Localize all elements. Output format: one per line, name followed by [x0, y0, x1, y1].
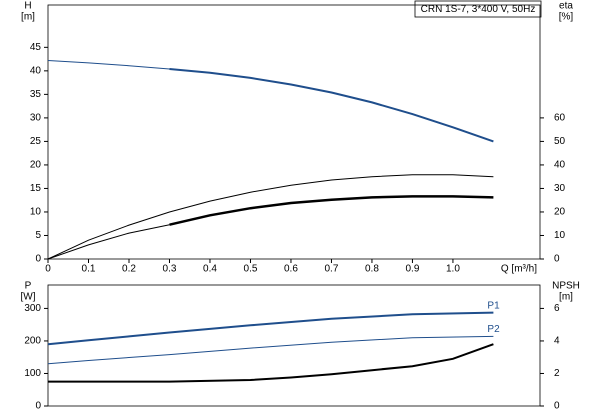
curve [48, 343, 494, 383]
series-label: P2 [487, 324, 500, 335]
curve [47, 311, 494, 346]
y2-axis-unit: [m] [559, 292, 573, 303]
x-tick-label: 0.9 [405, 264, 419, 275]
y-tick-label: 5 [35, 230, 41, 241]
y2-tick-label: 4 [554, 336, 560, 347]
y2-tick-label: 20 [554, 207, 566, 218]
x-tick-label: 0.8 [365, 264, 379, 275]
y2-tick-label: 6 [554, 303, 560, 314]
y2-tick-label: 60 [554, 113, 566, 124]
y-tick-label: 35 [30, 89, 42, 100]
x-tick-label: 0.1 [82, 264, 96, 275]
curve [47, 224, 170, 260]
x-tick-label: 0 [45, 264, 51, 275]
y-tick-label: 25 [30, 136, 42, 147]
chart-title: CRN 1S-7, 3*400 V, 50Hz [421, 4, 536, 15]
y2-tick-label: 50 [554, 136, 566, 147]
y2-axis-unit: [%] [559, 12, 574, 23]
y-tick-label: 200 [24, 336, 41, 347]
x-tick-label: 0.7 [325, 264, 339, 275]
y2-axis-label: NPSH [552, 281, 580, 292]
y-tick-label: 300 [24, 303, 41, 314]
curve [169, 195, 494, 226]
y-tick-label: 20 [30, 160, 42, 171]
y-tick-label: 100 [24, 368, 41, 379]
x-axis-label: Q [m³/h] [501, 264, 537, 275]
y2-axis-label: eta [559, 1, 573, 12]
y-axis-unit: [m] [21, 12, 35, 23]
y-tick-label: 15 [30, 183, 42, 194]
y-tick-label: 0 [35, 401, 41, 412]
y-axis-label: P [25, 281, 32, 292]
y-axis-unit: [W] [21, 292, 36, 303]
curve [47, 174, 494, 260]
x-tick-label: 1.0 [446, 264, 460, 275]
curve [47, 60, 170, 70]
x-tick-label: 0.6 [284, 264, 298, 275]
y-tick-label: 10 [30, 207, 42, 218]
plot-frame [47, 4, 541, 260]
y-tick-label: 0 [35, 254, 41, 265]
curve [169, 68, 494, 143]
x-tick-label: 0.5 [244, 264, 258, 275]
x-tick-label: 0.3 [163, 264, 177, 275]
y2-tick-label: 0 [554, 401, 560, 412]
y-tick-label: 30 [30, 113, 42, 124]
y2-tick-label: 40 [554, 160, 566, 171]
series-label: P1 [487, 300, 500, 311]
y-tick-label: 40 [30, 65, 42, 76]
x-tick-label: 0.4 [203, 264, 217, 275]
y2-tick-label: 0 [554, 254, 560, 265]
y2-tick-label: 10 [554, 230, 566, 241]
x-tick-label: 0.2 [122, 264, 136, 275]
y2-tick-label: 30 [554, 183, 566, 194]
plot-frame [47, 284, 541, 407]
y-tick-label: 45 [30, 42, 42, 53]
curve [47, 335, 494, 365]
y-axis-label: H [24, 1, 31, 12]
y2-tick-label: 2 [554, 368, 560, 379]
